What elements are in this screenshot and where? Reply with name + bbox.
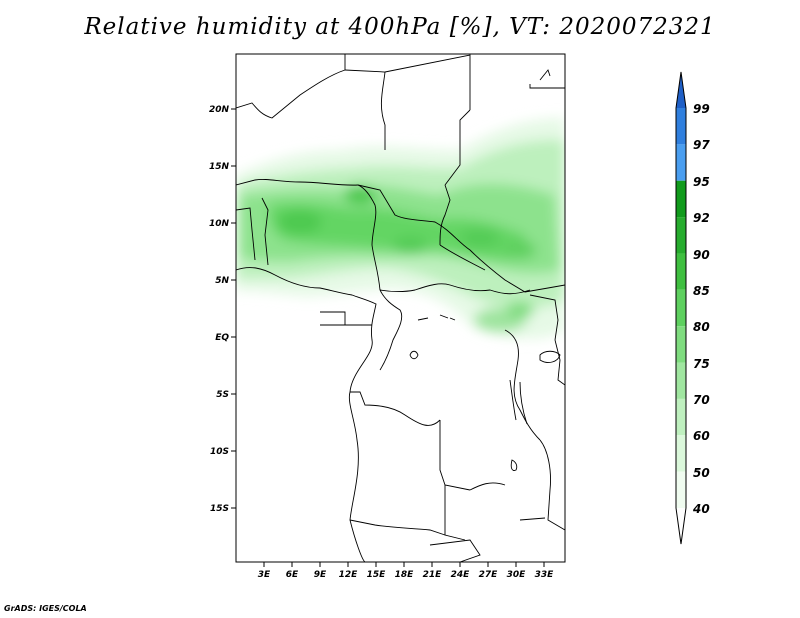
colorbar-swatch <box>676 362 686 399</box>
lon-label: 27E <box>479 570 499 580</box>
colorbar-swatch <box>676 471 686 508</box>
colorbar-swatch <box>676 72 686 108</box>
colorbar-swatch <box>676 253 686 290</box>
colorbar-label: 92 <box>693 211 710 225</box>
colorbar-swatches <box>676 72 686 544</box>
lon-label: 3E <box>258 570 271 580</box>
lon-label: 18E <box>395 570 415 580</box>
colorbar-label: 99 <box>693 102 710 116</box>
map-title: Relative humidity at 400hPa [%], VT: 202… <box>84 14 716 40</box>
lon-label: 24E <box>451 570 471 580</box>
lat-label: 15N <box>209 162 230 172</box>
lon-label: 21E <box>423 570 443 580</box>
colorbar-label: 50 <box>693 466 710 480</box>
country-borders <box>236 54 565 562</box>
humidity-shading <box>236 118 565 340</box>
colorbar-swatch <box>676 108 686 145</box>
lon-label: 33E <box>535 570 555 580</box>
colorbar-label: 95 <box>693 175 710 189</box>
lat-label: 20N <box>209 105 230 115</box>
colorbar-label: 70 <box>693 393 710 407</box>
colorbar-outline <box>675 71 687 545</box>
colorbar-swatch <box>676 289 686 327</box>
lon-label: 30E <box>507 570 527 580</box>
lat-label: 5S <box>216 390 229 400</box>
lat-label: 10N <box>209 219 230 229</box>
lon-label: 6E <box>286 570 299 580</box>
colorbar-swatch <box>676 180 686 218</box>
colorbar: 99 97 95 92 90 85 80 75 70 60 50 40 <box>675 71 710 545</box>
colorbar-label: 85 <box>693 284 710 298</box>
footer-credit: GrADS: IGES/COLA <box>4 604 87 613</box>
latitude-ticks <box>231 108 236 509</box>
colorbar-label: 60 <box>693 429 710 443</box>
map-frame <box>235 53 566 563</box>
colorbar-label: 40 <box>692 502 710 516</box>
colorbar-label: 97 <box>693 138 710 152</box>
lon-label: 9E <box>314 570 327 580</box>
colorbar-label: 80 <box>693 320 710 334</box>
colorbar-swatch <box>676 217 686 254</box>
colorbar-label: 90 <box>693 248 710 262</box>
colorbar-label: 75 <box>693 357 710 371</box>
colorbar-swatch <box>676 326 686 363</box>
lon-label: 15E <box>367 570 387 580</box>
lon-label: 12E <box>339 570 359 580</box>
longitude-ticks <box>263 562 545 567</box>
colorbar-swatch <box>676 144 686 181</box>
colorbar-swatch <box>676 435 686 472</box>
lat-label: EQ <box>215 333 229 343</box>
colorbar-swatch <box>676 398 686 436</box>
lat-label: 15S <box>210 504 229 514</box>
lat-label: 10S <box>210 447 229 457</box>
colorbar-swatch <box>676 508 686 544</box>
lat-label: 5N <box>215 276 229 286</box>
